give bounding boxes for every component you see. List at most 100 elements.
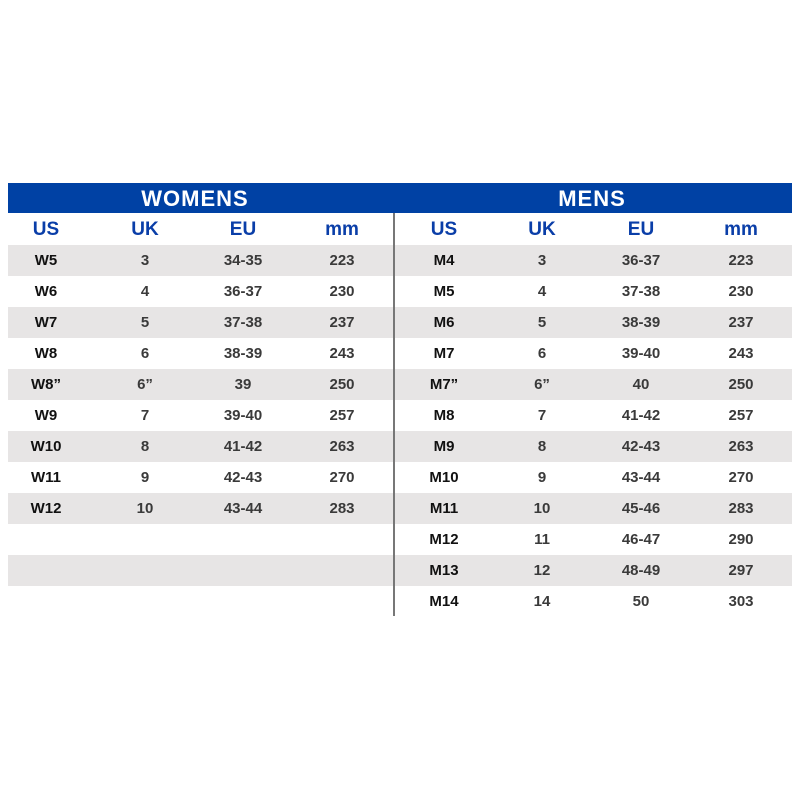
mens-cell-mm: 237 [728, 314, 754, 331]
mens-cell-uk: 12 [533, 562, 551, 579]
mens-cell-uk: 9 [537, 469, 547, 486]
mens-cell-us: M14 [429, 593, 459, 610]
mens-cell-eu: 38-39 [621, 314, 661, 331]
mens-cell-us: M8 [433, 407, 455, 424]
mens-cell-uk: 10 [533, 500, 551, 517]
mens-cell-mm: 303 [728, 593, 754, 610]
mens-cell-us: M5 [433, 283, 455, 300]
mens-cell-eu: 48-49 [621, 562, 661, 579]
mens-cell-us: M12 [429, 531, 459, 548]
womens-cell-eu: 43-44 [223, 500, 263, 517]
womens-cell-us: W8 [34, 345, 58, 362]
womens-cell-eu: 41-42 [223, 438, 263, 455]
mens-cell-us: M6 [433, 314, 455, 331]
mens-cell-us: M10 [429, 469, 459, 486]
womens-cell-uk: 6” [137, 376, 153, 393]
womens-cell-us: W11 [30, 469, 62, 486]
mens-title: MENS [558, 186, 626, 211]
mens-cell-us: M7” [429, 376, 459, 393]
table-row: W8” 6” 39 250 M7” 6” 40 250 [8, 369, 792, 400]
section-header-bar: WOMENS MENS [8, 183, 792, 213]
womens-cell-us: W8” [31, 376, 61, 393]
mens-cell-eu: 50 [632, 593, 650, 610]
womens-cell-mm: 283 [329, 500, 355, 517]
mens-cell-uk: 14 [533, 593, 551, 610]
mens-cell-uk: 7 [537, 407, 547, 424]
womens-cell-mm: 270 [329, 469, 355, 486]
table-row: W6 4 36-37 230 M5 4 37-38 230 [8, 276, 792, 307]
womens-header-us: US [32, 219, 60, 240]
mens-cell-uk: 3 [537, 252, 547, 269]
womens-cell-mm: 237 [329, 314, 355, 331]
womens-cell-eu: 34-35 [223, 252, 263, 269]
mens-cell-uk: 11 [534, 531, 550, 548]
womens-cell-uk: 6 [140, 345, 150, 362]
womens-cell-eu: 39-40 [223, 407, 263, 424]
mens-cell-uk: 8 [537, 438, 547, 455]
womens-cell-eu: 42-43 [223, 469, 263, 486]
womens-cell-uk: 4 [140, 283, 150, 300]
womens-header-mm: mm [325, 219, 359, 240]
mens-cell-uk: 5 [537, 314, 547, 331]
womens-cell-us: W7 [34, 314, 58, 331]
mens-cell-us: M11 [429, 500, 459, 517]
womens-cell-mm: 250 [329, 376, 355, 393]
womens-cell-uk: 7 [140, 407, 150, 424]
mens-cell-uk: 6” [534, 376, 550, 393]
mens-cell-us: M4 [433, 252, 455, 269]
womens-cell-us: W9 [34, 407, 58, 424]
table-row: W11 9 42-43 270 M10 9 43-44 270 [8, 462, 792, 493]
mens-cell-mm: 283 [728, 500, 754, 517]
mens-cell-mm: 297 [728, 562, 754, 579]
mens-cell-eu: 46-47 [621, 531, 661, 548]
mens-cell-mm: 263 [728, 438, 754, 455]
table-row: W9 7 39-40 257 M8 7 41-42 257 [8, 400, 792, 431]
womens-cell-mm: 263 [329, 438, 355, 455]
womens-cell-mm: 230 [329, 283, 355, 300]
mens-cell-eu: 39-40 [621, 345, 661, 362]
table-row: W10 8 41-42 263 M9 8 42-43 263 [8, 431, 792, 462]
table-row: M12 11 46-47 290 [8, 524, 792, 555]
mens-cell-us: M7 [433, 345, 455, 362]
mens-cell-uk: 6 [537, 345, 547, 362]
mens-cell-eu: 45-46 [621, 500, 661, 517]
table-row: M14 14 50 303 [8, 586, 792, 617]
womens-cell-us: W6 [34, 283, 58, 300]
womens-cell-uk: 9 [140, 469, 150, 486]
mens-cell-mm: 230 [728, 283, 754, 300]
womens-cell-mm: 223 [329, 252, 355, 269]
mens-cell-eu: 36-37 [621, 252, 661, 269]
mens-cell-us: M9 [433, 438, 455, 455]
womens-cell-uk: 8 [140, 438, 150, 455]
mens-header-eu: EU [627, 219, 655, 240]
womens-cell-mm: 243 [329, 345, 355, 362]
mens-header-mm: mm [724, 219, 758, 240]
mens-cell-mm: 243 [728, 345, 754, 362]
table-row: W7 5 37-38 237 M6 5 38-39 237 [8, 307, 792, 338]
mens-cell-mm: 250 [728, 376, 754, 393]
mens-cell-mm: 270 [728, 469, 754, 486]
womens-cell-uk: 5 [140, 314, 150, 331]
womens-cell-us: W10 [30, 438, 62, 455]
mens-cell-mm: 223 [728, 252, 754, 269]
mens-cell-mm: 290 [728, 531, 754, 548]
mens-header-us: US [430, 219, 458, 240]
mens-cell-us: M13 [429, 562, 459, 579]
womens-cell-eu: 37-38 [223, 314, 263, 331]
womens-cell-eu: 39 [234, 376, 252, 393]
mens-cell-uk: 4 [537, 283, 547, 300]
womens-cell-mm: 257 [329, 407, 355, 424]
womens-cell-uk: 3 [140, 252, 150, 269]
mens-cell-eu: 43-44 [621, 469, 661, 486]
table-row: W5 3 34-35 223 M4 3 36-37 223 [8, 245, 792, 276]
table-row: W12 10 43-44 283 M11 10 45-46 283 [8, 493, 792, 524]
womens-cell-us: W12 [30, 500, 62, 517]
table-row: M13 12 48-49 297 [8, 555, 792, 586]
womens-cell-uk: 10 [136, 500, 154, 517]
mens-cell-eu: 41-42 [621, 407, 661, 424]
column-divider [393, 213, 395, 616]
mens-cell-eu: 40 [632, 376, 650, 393]
womens-title: WOMENS [141, 186, 249, 211]
womens-cell-eu: 38-39 [223, 345, 263, 362]
mens-cell-mm: 257 [728, 407, 754, 424]
